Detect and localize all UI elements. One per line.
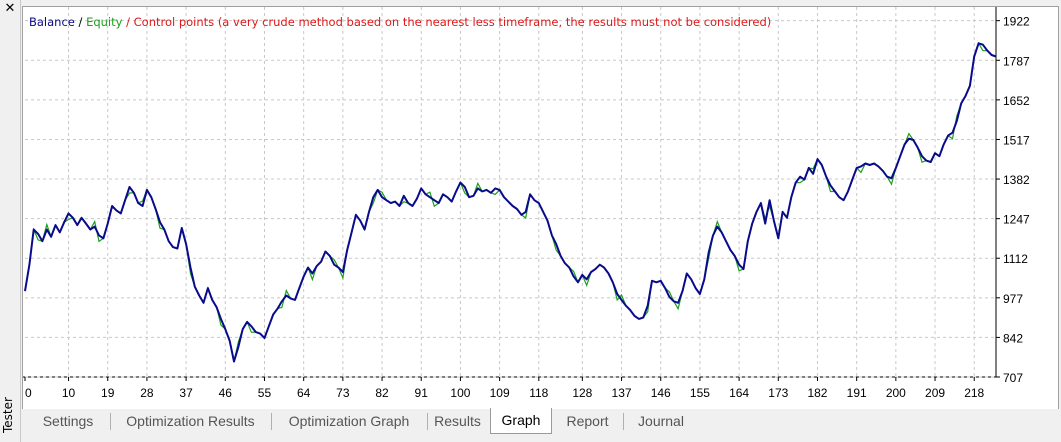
y-tick-label: 1112 [1003, 252, 1028, 266]
x-tick-label: 55 [258, 386, 272, 400]
x-tick-label: 37 [179, 386, 193, 400]
y-tick-label: 977 [1003, 292, 1023, 306]
tester-side-strip: ✕ Tester [0, 0, 21, 442]
x-tick-label: 10 [62, 386, 76, 400]
y-tick-label: 1652 [1003, 94, 1030, 108]
x-tick-label: 64 [297, 386, 311, 400]
x-tick-label: 28 [140, 386, 154, 400]
x-tick-label: 164 [729, 386, 749, 400]
x-tick-label: 182 [807, 386, 827, 400]
x-tick-label: 0 [25, 386, 32, 400]
tester-tab-bar: Settings Optimization Results Optimization… [22, 408, 1061, 442]
y-tick-label: 842 [1003, 331, 1023, 345]
chart-title-part: Equity [86, 15, 123, 29]
x-tick-label: 109 [490, 386, 510, 400]
y-tick-label: 707 [1003, 371, 1023, 385]
close-icon[interactable]: ✕ [4, 1, 16, 16]
x-tick-label: 19 [101, 386, 115, 400]
tester-panel-label: Tester [1, 397, 15, 433]
x-tick-label: 73 [336, 386, 350, 400]
tab-separator [271, 413, 272, 430]
tab-graph[interactable]: Graph [490, 408, 552, 434]
x-tick-label: 191 [847, 386, 867, 400]
x-tick-label: 118 [529, 386, 548, 400]
y-tick-label: 1517 [1003, 133, 1030, 147]
chart-title: Balance / Equity / Control points (a ver… [29, 15, 771, 29]
x-tick-label: 82 [375, 386, 389, 400]
tab-journal[interactable]: Journal [638, 413, 684, 429]
tab-report[interactable]: Report [566, 413, 609, 429]
x-tick-label: 146 [651, 386, 671, 400]
y-tick-label: 1382 [1003, 173, 1030, 187]
x-tick-label: 100 [450, 386, 470, 400]
x-tick-label: 155 [690, 386, 710, 400]
x-tick-label: 173 [768, 386, 788, 400]
chart-title-part: Balance [29, 15, 75, 29]
chart-title-part: / [75, 15, 86, 29]
tab-optimization-graph[interactable]: Optimization Graph [288, 413, 410, 429]
x-tick-label: 200 [886, 386, 906, 400]
x-tick-label: 209 [925, 386, 945, 400]
balance-equity-chart: 707 842 977 1112 1247 1382 1517 1652 1787 1922 0 10… [23, 7, 1030, 400]
y-tick-label: 1922 [1003, 15, 1030, 29]
y-tick-label: 1787 [1003, 54, 1030, 68]
x-tick-label: 218 [964, 386, 984, 400]
tab-separator [623, 413, 624, 430]
balance-line [24, 42, 997, 363]
y-tick-label: 1247 [1003, 213, 1030, 227]
tab-settings[interactable]: Settings [42, 413, 94, 429]
chart-title-part: / Control points (a very crude method ba… [122, 15, 771, 29]
tab-optimization-results[interactable]: Optimization Results [126, 413, 255, 429]
x-tick-label: 128 [572, 386, 592, 400]
x-tick-label: 91 [415, 386, 429, 400]
tab-separator [427, 413, 428, 430]
tab-separator [110, 413, 111, 430]
x-tick-label: 137 [612, 386, 632, 400]
tab-results[interactable]: Results [434, 413, 481, 429]
x-tick-label: 46 [219, 386, 233, 400]
graph-panel: 707 842 977 1112 1247 1382 1517 1652 1787 1922 0 10… [22, 6, 1059, 410]
